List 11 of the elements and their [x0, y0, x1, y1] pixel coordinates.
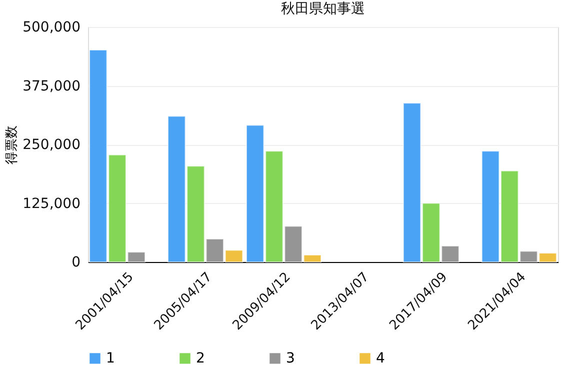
y-tick-label: 125,000 — [22, 196, 80, 212]
legend-label: 2 — [196, 350, 205, 366]
y-tick-label: 0 — [72, 254, 80, 270]
legend-label: 1 — [106, 350, 115, 366]
legend-label: 4 — [376, 350, 385, 366]
legend-label: 3 — [286, 350, 295, 366]
y-tick-label: 250,000 — [22, 137, 80, 153]
chart-title: 秋田県知事選 — [281, 1, 365, 17]
y-tick-label: 500,000 — [22, 20, 80, 36]
y-tick-label: 375,000 — [22, 78, 80, 94]
y-axis-title: 得票数 — [4, 126, 20, 164]
